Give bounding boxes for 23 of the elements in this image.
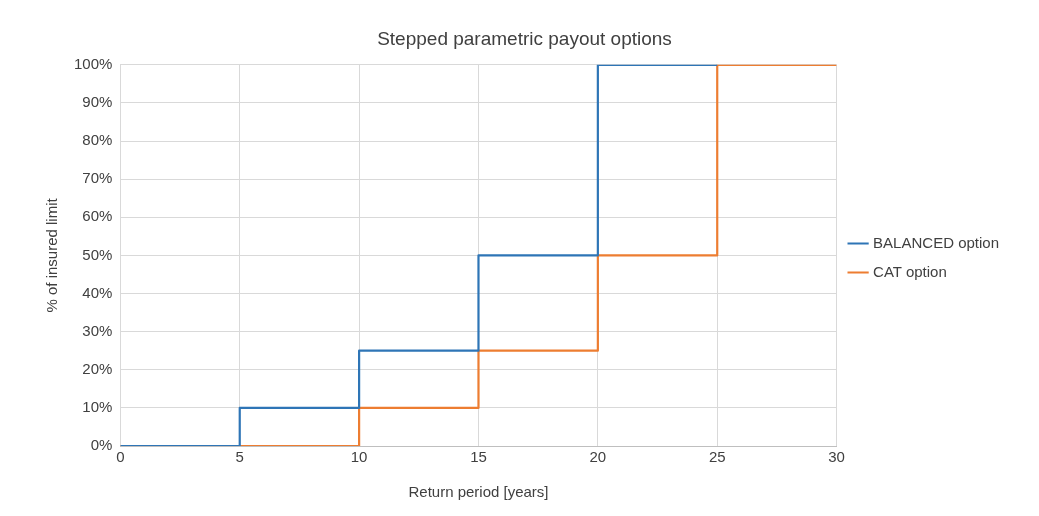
y-tick-label: 50%: [82, 245, 113, 263]
x-tick-label: 0: [116, 448, 125, 466]
chart-title: Stepped parametric payout options: [377, 27, 672, 49]
x-tick-label: 30: [828, 448, 845, 466]
y-tick-label: 30%: [82, 321, 113, 339]
y-tick-label: 20%: [82, 359, 113, 377]
y-tick-label: 80%: [82, 131, 113, 149]
x-axis-title: Return period [years]: [408, 483, 549, 501]
y-tick-label: 100%: [73, 54, 113, 72]
x-tick-label: 20: [589, 448, 607, 466]
x-tick-label: 25: [708, 448, 726, 466]
legend-label: CAT option: [873, 262, 947, 280]
x-tick-label: 10: [350, 448, 368, 466]
y-tick-label: 60%: [82, 207, 113, 225]
legend-label: BALANCED option: [873, 233, 1000, 251]
y-tick-label: 40%: [82, 283, 113, 301]
x-tick-label: 5: [235, 448, 244, 466]
y-tick-label: 10%: [82, 398, 113, 416]
x-tick-label: 15: [470, 448, 487, 466]
y-tick-label: 70%: [82, 169, 113, 187]
y-tick-label: 90%: [82, 93, 113, 111]
y-tick-label: 0%: [90, 436, 113, 454]
y-axis-title: % of insured limit: [43, 197, 61, 313]
